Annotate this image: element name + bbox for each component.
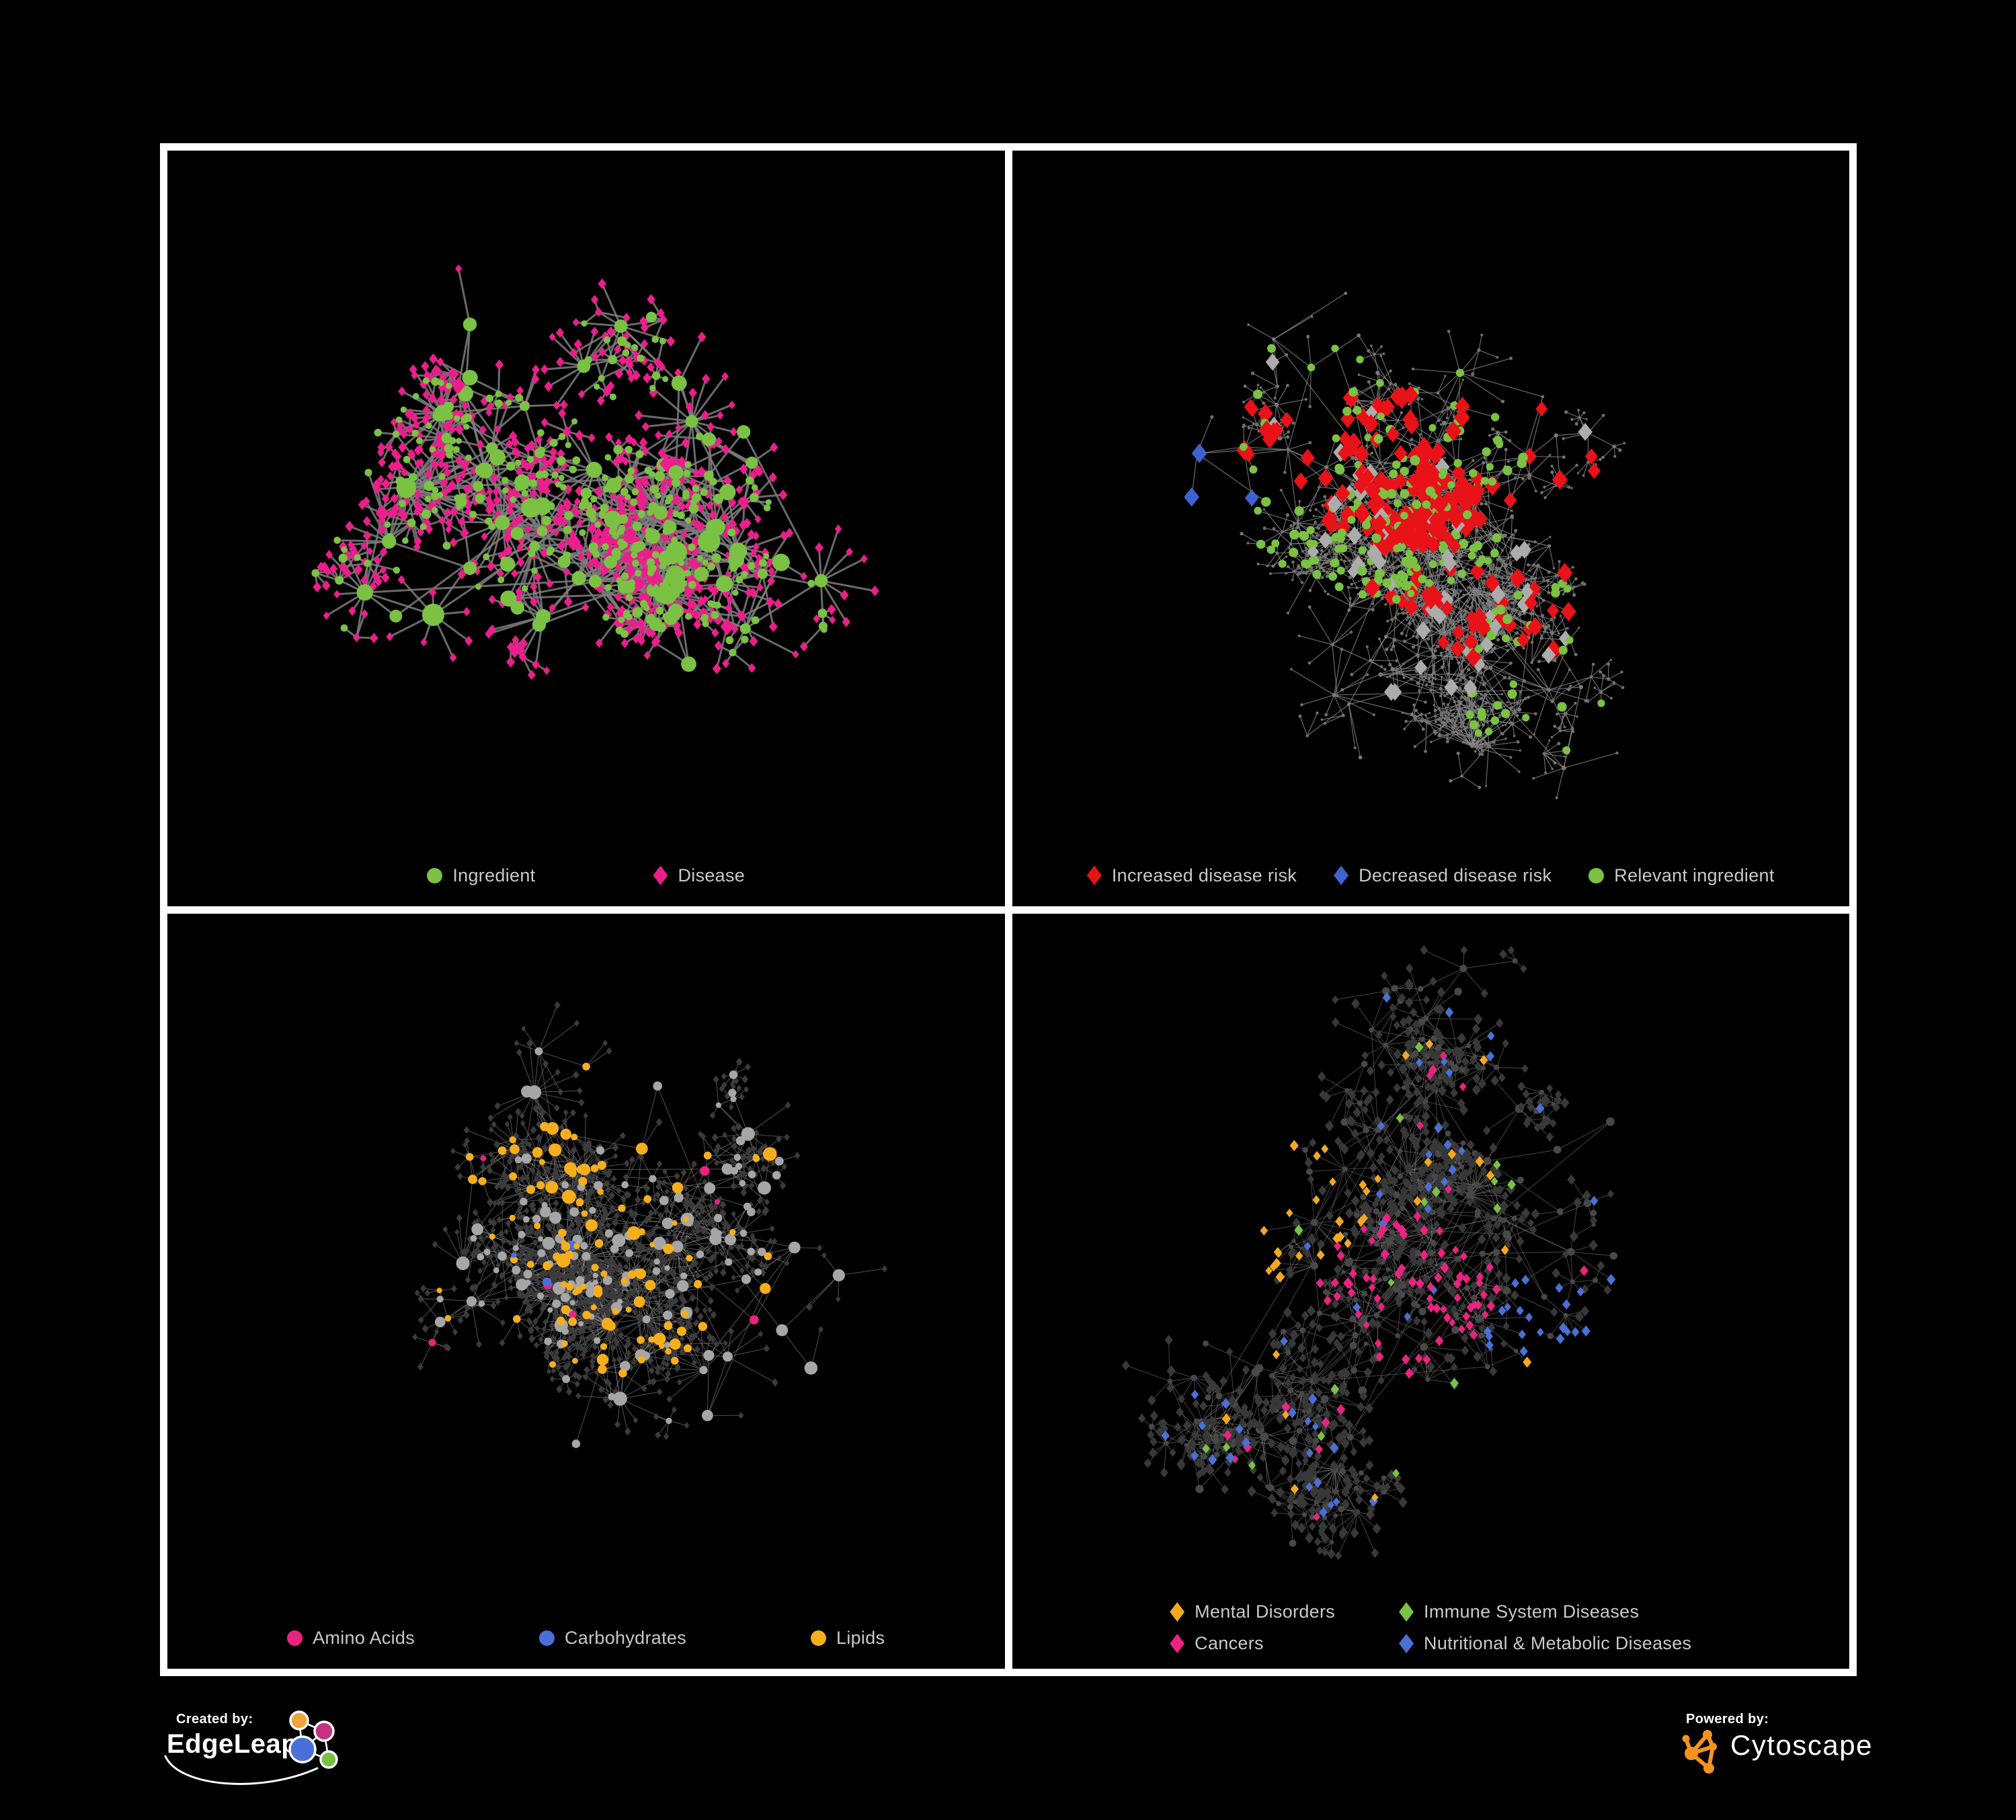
legend-item: Nutritional & Metabolic Diseases (1399, 1633, 1691, 1654)
panel-disease-categories: Mental Disorders Immune System Diseases Ca… (1012, 913, 1849, 1669)
legend-label: Amino Acids (313, 1628, 415, 1648)
legend-diamond-marker (1399, 1602, 1414, 1622)
disease-risk-network-graph (1183, 291, 1625, 799)
legend-item: Ingredient (427, 865, 535, 886)
legend-label: Mental Disorders (1195, 1601, 1336, 1622)
panel-ingredient-disease: Ingredient Disease (167, 151, 1005, 906)
ingredient-disease-network-graph (311, 264, 879, 680)
legend-label: Immune System Diseases (1424, 1601, 1640, 1622)
cytoscape-logo-icon (1682, 1730, 1717, 1774)
legend-item: Immune System Diseases (1399, 1601, 1691, 1622)
panel-grid-frame: Ingredient Disease Increased disease risk… (160, 143, 1857, 1676)
legend-label: Increased disease risk (1111, 865, 1297, 885)
legend-label: Ingredient (452, 865, 536, 885)
legend-diamond-marker (653, 865, 668, 885)
legend-item: Amino Acids (287, 1628, 415, 1649)
legend-item: Carbohydrates (539, 1628, 686, 1649)
legend-diamond-marker (1086, 865, 1102, 885)
nutrient-classes-legend: Amino Acids Carbohydrates Lipids (167, 1628, 1005, 1649)
legend-label: Cancers (1195, 1633, 1264, 1653)
legend-label: Disease (678, 865, 745, 885)
legend-circle-marker (287, 1630, 303, 1646)
powered-by-block: Powered by: Cytoscape (1679, 1708, 1908, 1788)
legend-circle-marker (811, 1630, 826, 1646)
legend-item: Cancers (1170, 1633, 1335, 1654)
disease-categories-network-graph (1121, 945, 1617, 1560)
legend-item: Relevant ingredient (1588, 865, 1774, 886)
disease-categories-legend: Mental Disorders Immune System Diseases Ca… (1170, 1601, 1691, 1654)
panel-nutrient-classes: Amino Acids Carbohydrates Lipids (167, 913, 1005, 1669)
legend-diamond-marker (1170, 1634, 1185, 1653)
created-by-label: Created by: (176, 1712, 253, 1727)
legend-label: Carbohydrates (565, 1628, 686, 1648)
edgeleap-brand: EdgeLeap (167, 1729, 298, 1759)
created-by-block: Created by: EdgeLeap (160, 1708, 368, 1798)
legend-diamond-marker (1334, 865, 1349, 885)
legend-circle-marker (539, 1630, 555, 1646)
legend-label: Decreased disease risk (1359, 865, 1552, 885)
legend-label: Relevant ingredient (1614, 865, 1775, 885)
legend-item: Increased disease risk (1086, 865, 1297, 886)
legend-diamond-marker (1399, 1634, 1414, 1653)
legend-item: Decreased disease risk (1334, 865, 1551, 886)
disease-risk-legend: Increased disease risk Decreased disease … (1012, 865, 1850, 886)
powered-by-label: Powered by: (1686, 1712, 1769, 1727)
legend-item: Lipids (811, 1628, 885, 1649)
panel-disease-risk: Increased disease risk Decreased disease … (1012, 151, 1850, 906)
legend-item: Mental Disorders (1170, 1601, 1335, 1622)
ingredient-disease-legend: Ingredient Disease (167, 865, 1005, 886)
legend-diamond-marker (1170, 1602, 1185, 1622)
cytoscape-brand: Cytoscape (1730, 1729, 1873, 1761)
nutrient-classes-network-graph (412, 1000, 888, 1448)
legend-label: Lipids (836, 1628, 885, 1648)
legend-circle-marker (427, 867, 443, 883)
legend-item: Disease (653, 865, 745, 886)
legend-label: Nutritional & Metabolic Diseases (1424, 1633, 1692, 1653)
legend-circle-marker (1588, 867, 1605, 883)
